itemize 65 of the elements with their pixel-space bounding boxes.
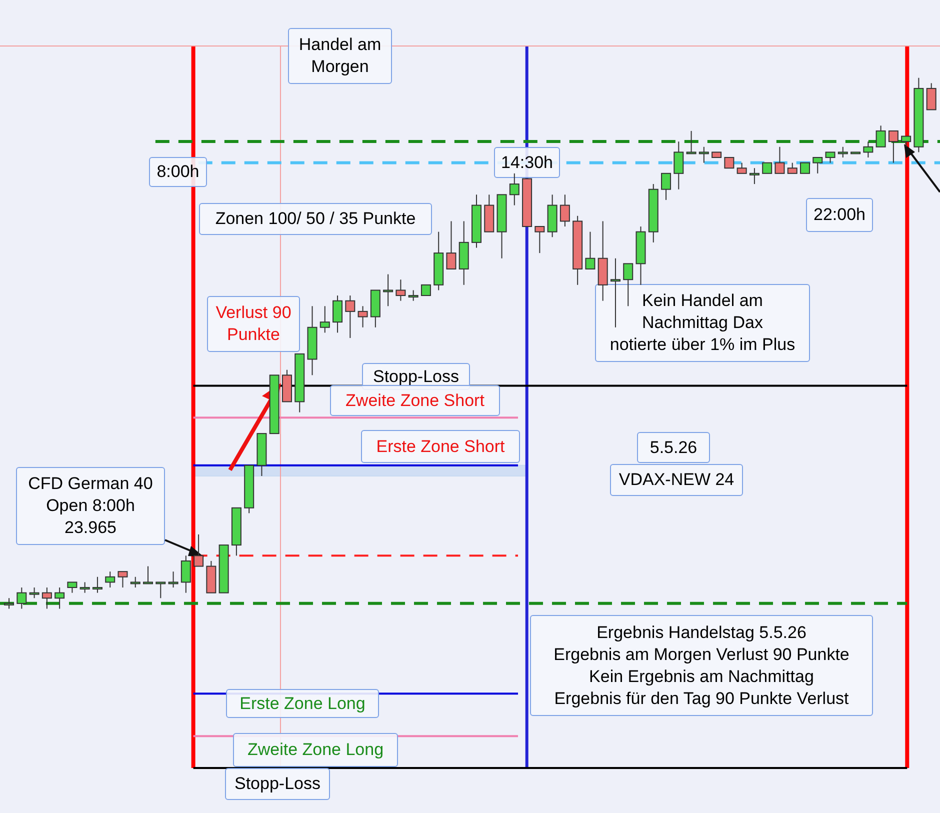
candlestick — [736, 162, 747, 174]
candlestick — [888, 130, 898, 164]
candlestick — [901, 136, 912, 148]
candlestick — [345, 295, 356, 338]
candlestick — [774, 146, 785, 174]
candlestick — [320, 306, 330, 334]
annotation: 14:30h — [501, 152, 553, 174]
candlestick — [724, 156, 734, 169]
annotation: Verlust 90 Punkte — [216, 302, 292, 346]
ref-line-label: Zweite Zone Long — [247, 739, 384, 761]
candlestick — [67, 582, 78, 594]
candlestick — [130, 576, 140, 588]
candlestick — [674, 141, 684, 190]
annotation: Kein Handel am Nachmittag Dax notierte über 1% im Plus — [610, 290, 796, 356]
annotation: 5.5.26 — [650, 436, 698, 458]
candlestick — [396, 279, 406, 302]
candlestick — [383, 274, 394, 307]
candlestick — [800, 162, 810, 174]
text: Ergebnis Handelstag 5.5.26 Ergebnis am Morgen Verlust 90 Punkte Kein Ergebnis am Nachmittag Ergebnis für den Tag 90 Punkte Verlust — [554, 622, 850, 710]
candlestick — [194, 534, 204, 567]
candlestick — [332, 295, 343, 334]
candlestick — [749, 168, 760, 185]
annotation: Zonen 100/ 50 / 35 Punkte — [215, 208, 416, 230]
text: Handel am Morgen — [298, 34, 382, 78]
ref-line-label: Stopp-Loss — [234, 773, 320, 795]
candlestick — [408, 290, 418, 302]
candlestick — [926, 82, 936, 110]
candlestick — [825, 152, 836, 164]
candlestick — [180, 555, 191, 594]
candlestick — [420, 284, 431, 296]
candlestick — [4, 598, 14, 610]
annotation: VDAX-NEW 24 — [618, 469, 734, 491]
ref-line-label: Stopp-Loss — [373, 366, 459, 388]
ref-line-label: Erste Zone Long — [240, 692, 366, 714]
candlestick — [534, 226, 545, 254]
candlestick — [838, 146, 848, 158]
candlestick — [156, 582, 166, 599]
ref-line-label: Erste Zone Short — [376, 436, 505, 458]
candlestick — [863, 141, 874, 158]
candlestick — [54, 587, 65, 610]
candlestick — [42, 587, 52, 610]
candlestick — [623, 263, 634, 307]
candlestick — [92, 576, 102, 594]
annotation: 8:00h — [156, 161, 200, 183]
annotation: 22:00h — [814, 204, 866, 226]
candlestick — [610, 258, 620, 328]
candlestick — [118, 571, 128, 588]
candlestick — [80, 582, 90, 594]
candlestick — [661, 172, 672, 200]
candlestick — [560, 194, 570, 227]
candlestick — [358, 306, 368, 328]
candlestick — [105, 571, 116, 588]
candlestick — [698, 146, 709, 164]
candlestick — [812, 156, 823, 174]
candlestick — [29, 587, 40, 599]
candlestick — [16, 587, 27, 610]
candlestick — [585, 231, 596, 270]
candlestick — [876, 125, 886, 148]
candlestick — [762, 162, 772, 174]
annotation: CFD German 40 Open 8:00h 23.965 — [28, 473, 153, 539]
candlestick — [168, 571, 178, 588]
candlestick — [446, 220, 456, 270]
candlestick — [509, 172, 520, 206]
ref-line-label: Zweite Zone Short — [346, 390, 484, 412]
candlestick — [787, 162, 798, 174]
